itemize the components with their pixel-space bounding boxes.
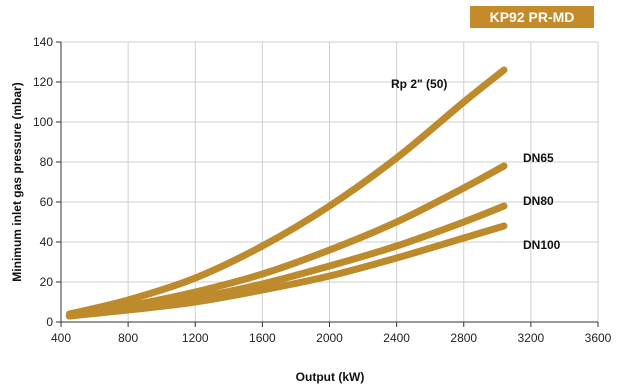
series-line [65,66,508,318]
axes: 400 800 1200 1600 2000 2400 2800 3200 3600 0 20 40 6… [33,35,612,345]
badge-box [470,6,594,28]
x-tick-label: 1600 [249,331,276,345]
series-label: DN80 [523,194,554,208]
series-line [65,222,508,320]
y-tick-label: 0 [46,315,53,329]
y-tick-label: 20 [40,275,54,289]
x-tick-label: 1200 [182,331,209,345]
x-tick-label: 800 [118,331,138,345]
y-tick-label: 80 [40,155,54,169]
grid-lines [60,41,599,323]
series-label: Rp 2" (50) [391,77,447,91]
badge-text: KP92 PR-MD [490,9,575,25]
x-tick-label: 400 [51,331,71,345]
y-axis-title: Minimum inlet gas pressure (mbar) [10,82,24,281]
y-tick-label: 100 [33,115,53,129]
series-lines [65,66,508,320]
x-tick-label: 3600 [585,331,612,345]
x-tick-label: 2400 [383,331,410,345]
y-tick-label: 140 [33,35,53,49]
series-labels: Rp 2" (50) DN65 DN80 DN100 [391,77,561,252]
y-tick-label: 40 [40,235,54,249]
x-tick-label: 2800 [450,331,477,345]
series-label: DN65 [523,151,554,165]
y-tick-label: 60 [40,195,54,209]
series-line [65,162,508,320]
x-tick-label: 3200 [518,331,545,345]
series-label: DN100 [523,238,561,252]
x-tick-label: 2000 [316,331,343,345]
x-axis-title: Output (kW) [296,370,365,384]
y-tick-label: 120 [33,75,53,89]
